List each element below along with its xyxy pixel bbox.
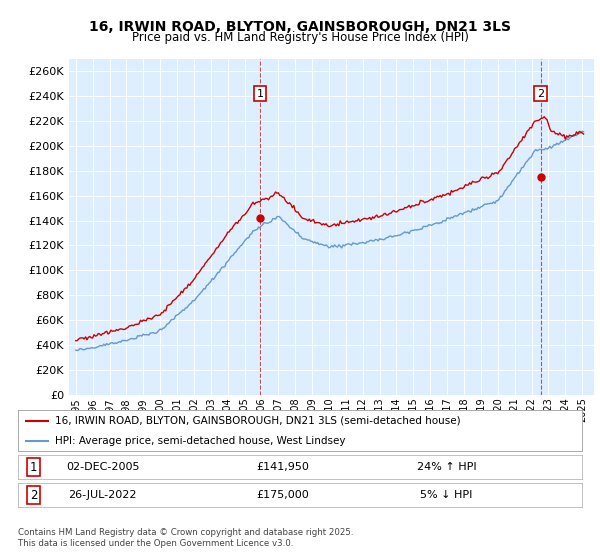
Text: 2: 2 xyxy=(30,488,38,502)
Text: Contains HM Land Registry data © Crown copyright and database right 2025.
This d: Contains HM Land Registry data © Crown c… xyxy=(18,528,353,548)
Text: 1: 1 xyxy=(30,460,38,474)
Text: HPI: Average price, semi-detached house, West Lindsey: HPI: Average price, semi-detached house,… xyxy=(55,436,345,446)
Text: 02-DEC-2005: 02-DEC-2005 xyxy=(66,462,139,472)
Text: 16, IRWIN ROAD, BLYTON, GAINSBOROUGH, DN21 3LS: 16, IRWIN ROAD, BLYTON, GAINSBOROUGH, DN… xyxy=(89,20,511,34)
Text: 24% ↑ HPI: 24% ↑ HPI xyxy=(417,462,476,472)
Text: 16, IRWIN ROAD, BLYTON, GAINSBOROUGH, DN21 3LS (semi-detached house): 16, IRWIN ROAD, BLYTON, GAINSBOROUGH, DN… xyxy=(55,416,460,426)
Text: 5% ↓ HPI: 5% ↓ HPI xyxy=(421,490,473,500)
Text: 26-JUL-2022: 26-JUL-2022 xyxy=(68,490,137,500)
Text: £141,950: £141,950 xyxy=(257,462,310,472)
Text: Price paid vs. HM Land Registry's House Price Index (HPI): Price paid vs. HM Land Registry's House … xyxy=(131,31,469,44)
Text: 1: 1 xyxy=(257,88,263,99)
Text: 2: 2 xyxy=(537,88,544,99)
Text: £175,000: £175,000 xyxy=(257,490,310,500)
